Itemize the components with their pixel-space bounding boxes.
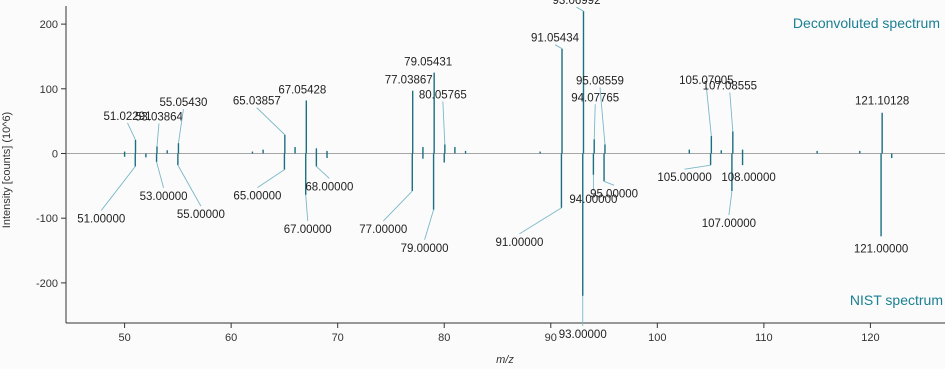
deconvoluted-peak-label: 94.07765 [571,92,619,104]
peak-leader-line [684,164,711,170]
peak-leader-line [424,209,435,240]
peak-leader-line [177,164,202,207]
y-tick-label: 200 [40,19,58,31]
peak-leader-line [156,123,160,147]
nist-peak-label: 68.00000 [305,181,353,193]
nist-peak-label: 77.00000 [359,224,407,236]
deconvoluted-peak-label: 91.05434 [531,33,580,45]
x-axis-title: m/z [496,354,514,366]
peak-leader-line [705,86,712,137]
peak-leader-line [305,194,309,221]
nist-peak-label: 79.00000 [401,243,449,255]
x-tick-label: 100 [648,332,666,344]
deconvoluted-peak-label: 121.10128 [855,96,909,108]
nist-peak-label: 67.00000 [284,224,332,236]
deconvoluted-peak-label: 93.06992 [553,0,601,7]
peak-leader-line [442,101,446,145]
peak-leader-line [156,161,164,189]
deconvoluted-peak-label: 53.03864 [135,111,184,123]
peak-leader-line [599,87,606,145]
peak-leader-line [382,190,413,222]
nist-peak-label: 93.00000 [559,329,607,341]
x-tick-label: 70 [332,332,344,344]
x-tick-label: 90 [545,332,557,344]
peak-leader-line [257,169,285,189]
x-tick-label: 80 [438,332,450,344]
deconvoluted-peak-label: 51.02291 [104,111,152,123]
peak-leader-line [256,107,286,136]
peak-leader-line [729,92,734,132]
x-tick-label: 50 [118,332,130,344]
deconvoluted-peak-label: 77.03867 [385,75,433,87]
nist-peak-label: 51.00000 [77,213,125,225]
x-tick-label: 120 [861,332,879,344]
bottom-series-label: NIST spectrum [850,292,943,308]
y-tick-label: 0 [52,149,58,161]
deconvoluted-peak-label: 80.05765 [419,89,467,101]
nist-peak-label: 95.00000 [590,188,638,200]
x-tick-label: 110 [755,332,773,344]
peak-leader-line [316,166,330,179]
x-tick-label: 60 [225,332,237,344]
peak-leader-line [593,104,596,140]
nist-peak-label: 105.00000 [657,172,711,184]
y-axis-title: Intensity [counts] (10^6) [1,112,13,228]
deconvoluted-peak-label: 67.05428 [278,84,326,96]
nist-peak-label: 53.00000 [140,191,188,203]
peak-leader-line [178,109,184,144]
nist-peak-label: 91.00000 [495,237,543,249]
peak-leader-line [100,166,136,211]
nist-peak-label: 108.00000 [721,172,775,184]
peak-leader-line [554,44,563,50]
deconvoluted-peak-label: 55.05430 [159,97,207,109]
peak-leader-line [728,190,733,216]
deconvoluted-peak-label: 65.03857 [233,96,281,108]
y-tick-label: -200 [36,278,58,290]
deconvoluted-peak-label: 79.05431 [404,57,452,69]
deconvoluted-peak-label: 95.08559 [576,75,624,87]
peak-leader-line [127,122,136,141]
peak-leader-line [576,6,584,12]
y-tick-label: 100 [40,84,58,96]
nist-peak-label: 65.00000 [233,191,281,203]
peak-leader-line [603,180,615,186]
y-tick-label: -100 [36,213,58,225]
nist-peak-label: 55.00000 [177,209,225,221]
top-series-label: Deconvoluted spectrum [793,15,940,31]
deconvoluted-peak-label: 107.08555 [703,81,757,93]
deconvoluted-peak-label: 105.07005 [679,75,733,87]
nist-peak-label: 107.00000 [702,218,756,230]
nist-peak-label: 94.00000 [569,194,617,206]
peak-leader-line [519,207,562,235]
nist-peak-label: 121.00000 [854,243,908,255]
